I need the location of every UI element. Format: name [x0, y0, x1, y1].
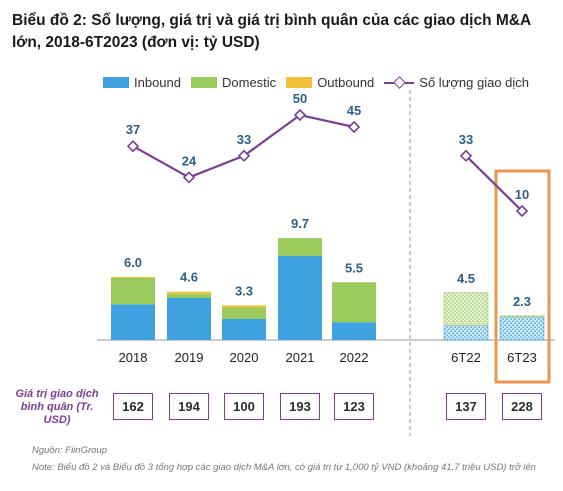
deal-count-marker-2022 — [347, 120, 361, 134]
legend-line-marker — [384, 76, 415, 89]
deal-count-line-2 — [465, 155, 523, 212]
chart-title: Biểu đồ 2: Số lượng, giá trị và giá trị … — [12, 12, 531, 51]
bar-domestic-2020 — [222, 307, 266, 319]
footnote: Note: Biểu đồ 2 và Biểu đồ 3 tổng hợp cá… — [32, 462, 536, 473]
bar-domestic-2022 — [332, 282, 376, 323]
avg-value-label: Giá trị giao dịch bình quân (Tr. USD) — [15, 388, 99, 426]
total-label-6T23: 2.3 — [513, 294, 531, 309]
legend-swatch-inbound — [103, 77, 129, 88]
total-label-2021: 9.7 — [291, 216, 309, 231]
avg-value-box-2019: 194 — [169, 393, 209, 420]
bar-outbound-2020 — [222, 305, 266, 308]
deal-count-label-2019: 24 — [182, 153, 197, 168]
x-tick-2022: 2022 — [340, 350, 369, 365]
bar-inbound-6T22 — [443, 324, 489, 341]
bar-inbound-2020 — [222, 319, 266, 340]
x-tick-2020: 2020 — [230, 350, 259, 365]
total-label-2018: 6.0 — [124, 255, 142, 270]
legend-item-outbound: Outbound — [286, 75, 374, 90]
legend-swatch-domestic — [191, 77, 217, 88]
bar-inbound-2019 — [167, 298, 211, 340]
total-label-2019: 4.6 — [180, 270, 198, 285]
bar-inbound-6T23 — [499, 316, 545, 341]
legend-label-inbound: Inbound — [134, 75, 181, 90]
avg-value-box-6T23: 228 — [502, 393, 542, 420]
highlight-frame-6T23 — [494, 169, 551, 384]
legend-swatch-outbound — [286, 77, 313, 88]
avg-value-box-2022: 123 — [334, 393, 374, 420]
bar-domestic-2021 — [278, 238, 322, 256]
deal-count-label-2018: 37 — [126, 122, 140, 137]
bar-inbound-2021 — [278, 256, 322, 340]
avg-value-box-6T22: 137 — [446, 393, 486, 420]
x-tick-6T23: 6T23 — [507, 350, 537, 365]
bar-domestic-6T22 — [443, 292, 489, 326]
bar-domestic-2018 — [111, 278, 155, 305]
source-note: Nguồn: FiinGroup — [32, 445, 107, 456]
avg-value-box-2020: 100 — [224, 393, 264, 420]
x-tick-2019: 2019 — [175, 350, 204, 365]
legend-item-inbound: Inbound — [103, 75, 181, 90]
bar-outbound-2018 — [111, 277, 155, 279]
total-label-6T22: 4.5 — [457, 271, 475, 286]
bar-inbound-2018 — [111, 304, 155, 340]
legend-item-deal-count: Số lượng giao dịch — [384, 75, 529, 90]
deal-count-label-2021: 50 — [293, 91, 307, 106]
bar-domestic-2019 — [167, 293, 211, 298]
chart-plot: 6.0 2018 4.6 2019 3.3 2020 9.7 2021 5.5 2022 4.5 6T… — [97, 90, 555, 436]
bar-domestic-6T23 — [499, 315, 545, 318]
avg-value-box-2018: 162 — [113, 393, 153, 420]
deal-count-label-6T23: 10 — [515, 187, 529, 202]
bar-outbound-2019 — [167, 291, 211, 294]
deal-count-label-6T22: 33 — [459, 132, 473, 147]
x-tick-2018: 2018 — [119, 350, 148, 365]
avg-value-box-2021: 193 — [280, 393, 320, 420]
legend-item-domestic: Domestic — [191, 75, 276, 90]
deal-count-marker-2021 — [293, 108, 307, 122]
legend-label-domestic: Domestic — [222, 75, 277, 90]
deal-count-marker-2020 — [237, 149, 251, 162]
deal-count-marker-2018 — [126, 140, 140, 153]
deal-count-marker-6T22 — [459, 149, 473, 162]
legend: Inbound Domestic Outbound Số lượng giao … — [103, 75, 539, 90]
deal-count-marker-6T23 — [515, 204, 529, 218]
legend-label-deal-count: Số lượng giao dịch — [419, 75, 530, 90]
x-tick-2021: 2021 — [286, 350, 315, 365]
deal-count-label-2022: 45 — [347, 103, 361, 118]
deal-count-marker-2019 — [182, 171, 196, 184]
deal-count-label-2020: 33 — [237, 132, 251, 147]
total-label-2022: 5.5 — [345, 260, 363, 275]
legend-label-outbound: Outbound — [317, 75, 375, 90]
x-tick-6T22: 6T22 — [451, 350, 481, 365]
total-label-2020: 3.3 — [235, 283, 253, 298]
bar-inbound-2022 — [332, 322, 376, 340]
